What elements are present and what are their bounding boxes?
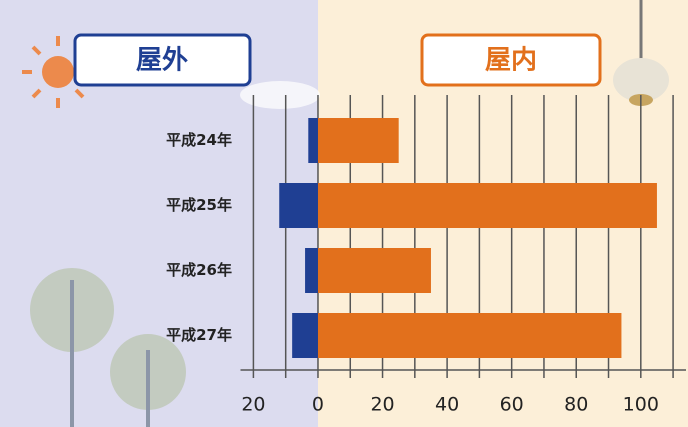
cloud [240, 81, 320, 109]
y-tick-label: 平成25年 [166, 196, 232, 214]
bar [317, 313, 622, 358]
bar [279, 183, 318, 228]
bar [305, 248, 318, 293]
lamp [613, 0, 669, 106]
bar [292, 313, 318, 358]
x-tick-label: 80 [564, 394, 588, 416]
bar [317, 118, 399, 163]
bar [317, 183, 657, 228]
y-tick-label: 平成24年 [166, 131, 232, 149]
legend-label: 屋内 [485, 46, 537, 76]
x-tick-label: 20 [241, 394, 265, 416]
legend-label: 屋外 [136, 46, 188, 76]
x-tick-label: 60 [500, 394, 524, 416]
x-tick-label: 0 [312, 394, 324, 416]
legend-box [73, 33, 252, 87]
y-tick-label: 平成26年 [166, 261, 232, 279]
x-tick-label: 20 [370, 394, 394, 416]
x-tick-label: 40 [435, 394, 459, 416]
y-tick-label: 平成27年 [166, 326, 232, 344]
bar [317, 248, 431, 293]
x-tick-label: 100 [623, 394, 659, 416]
legend-box [420, 33, 602, 87]
trees [30, 268, 186, 427]
bar [308, 118, 318, 163]
